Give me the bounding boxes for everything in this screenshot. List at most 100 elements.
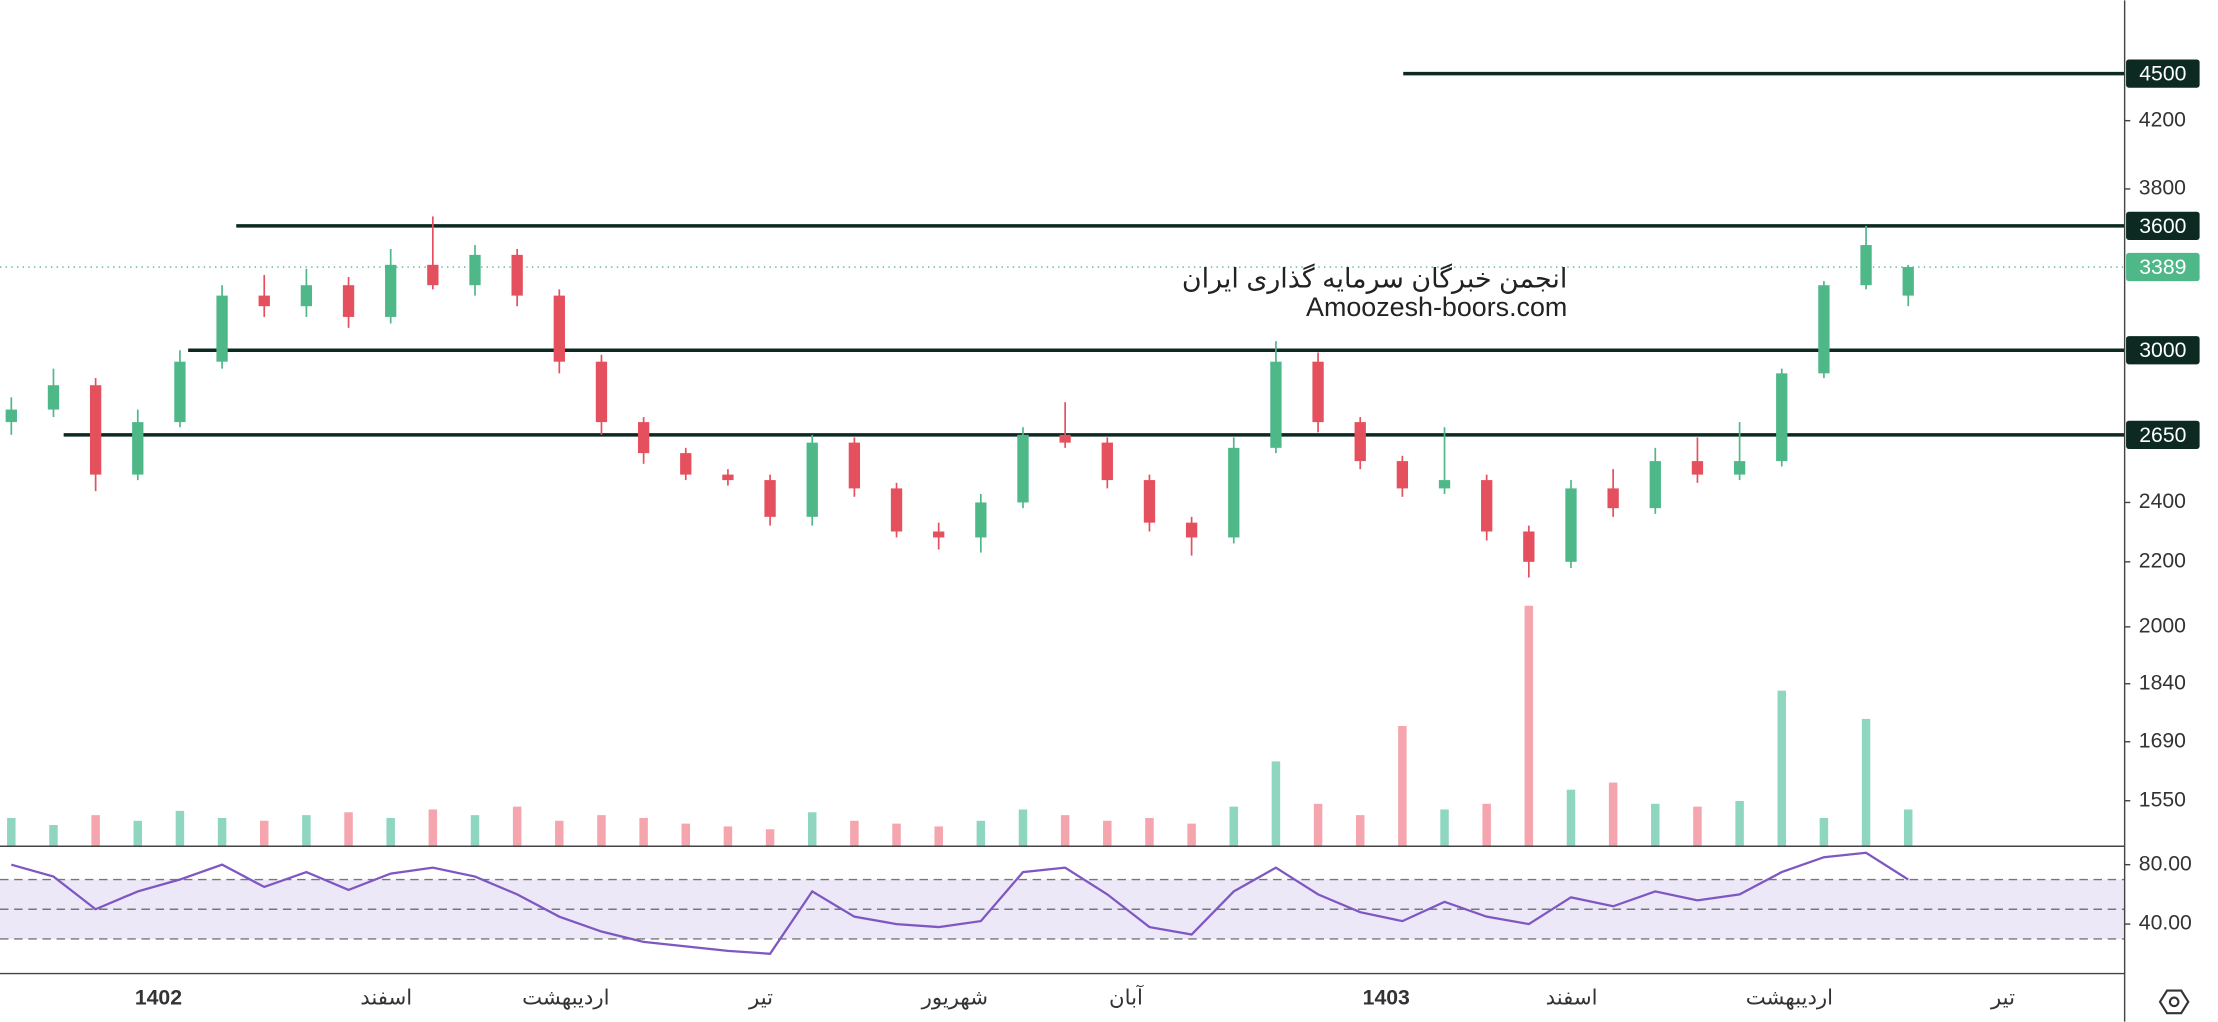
y-tick-label: 1550 [2139,788,2186,811]
candle-body [933,531,945,538]
candle-body [1185,522,1198,538]
volume-bar [1018,809,1028,847]
y-tick-label: 3800 [2139,177,2186,200]
candle-body [300,285,313,307]
candle-body [553,295,565,362]
level-label-box [2126,336,2200,365]
candle-body [848,442,861,489]
volume-bar [555,820,564,847]
candle-body [47,385,60,410]
level-label: 2650 [2139,424,2186,447]
y-tick-label: 2200 [2139,549,2186,572]
settings-icon[interactable] [2158,989,2190,1015]
volume-bar [302,815,311,847]
candle-body [385,264,397,317]
settings-icon-dot[interactable] [2168,996,2180,1008]
last-price-label: 3389 [2139,256,2186,279]
candle-body [511,254,523,296]
time-label: تیر [748,987,773,1010]
watermark: انجمن خبرگان سرمایه گذاری ایران [1182,263,1567,295]
time-label: 1403 [1363,987,1410,1010]
volume-bar [428,809,438,847]
candle-body [258,295,270,307]
candle-body [1776,373,1788,462]
volume-bar [934,826,943,847]
volume-bar [49,825,58,847]
time-label: تیر [1990,987,2015,1010]
time-label: آبان [1109,984,1144,1010]
volume-bar [217,817,227,847]
level-label: 4500 [2139,63,2186,86]
y-tick-label: 2400 [2139,490,2186,513]
volume-bar [1861,718,1871,847]
candle-body [1354,422,1366,462]
candle-body [1059,434,1071,443]
volume-bar [1145,817,1154,847]
candle-body [890,488,903,532]
candle-body [680,453,692,475]
rsi-tick-label: 40.00 [2139,912,2192,935]
candle-body [216,295,228,362]
candle-body [1607,488,1619,509]
candle-body [174,361,186,423]
candle-body [342,285,355,317]
candle-body [89,385,102,475]
settings-icon-shape[interactable] [2158,989,2190,1015]
candle-body [1396,461,1409,489]
candle-body [1818,285,1830,374]
y-tick-label: 1690 [2139,729,2186,752]
volume-bar [1440,809,1449,847]
candle-body [1481,480,1493,532]
level-label: 3600 [2139,215,2186,238]
y-tick-label: 1840 [2139,671,2186,694]
volume-bar [1398,726,1407,847]
level-label-box [2126,59,2200,88]
volume-bar [133,820,143,847]
candle-body [722,474,734,481]
volume-bar [386,817,395,847]
volume-bar [597,815,606,847]
y-tick-label: 4200 [2139,108,2186,131]
volume-bar [1819,817,1829,847]
candle-body [1017,434,1029,503]
candle-body [1565,488,1577,562]
volume-bar [1524,605,1534,847]
volume-bar [1271,761,1281,847]
volume-bar [1735,800,1744,847]
volume-bar [1608,782,1618,847]
volume-bar [850,820,859,847]
candle-body [1523,531,1535,562]
volume-bar [1229,806,1239,847]
volume-bar [91,815,100,847]
volume-bar [175,810,185,847]
candle-body [1143,480,1156,523]
volume-bar [259,820,269,847]
time-label: اردیبهشت [1746,987,1833,1010]
volume-bar [1187,823,1196,847]
candle-body [975,502,987,538]
volume-bar [344,812,353,847]
last-price-box [2126,252,2200,282]
candle-body [132,422,144,475]
candle-body [1860,245,1872,286]
level-label-box [2126,420,2200,450]
volume-bar [7,817,16,847]
candle-body [1228,447,1240,538]
candle-body [469,254,481,286]
time-label: شهریور [921,987,988,1010]
volume-bar [1903,809,1913,847]
rsi-tick-label: 80.00 [2139,852,2192,875]
candle-body [1101,442,1113,481]
volume-bar [807,812,817,847]
watermark: Amoozesh-boors.com [1306,292,1567,322]
volume-bar [470,815,480,847]
candle-body [1649,461,1661,509]
volume-bar [1693,806,1702,847]
time-label: اسفند [1546,987,1598,1010]
volume-bar [1566,789,1576,847]
time-label: اردیبهشت [522,987,609,1010]
time-label: اسفند [360,987,412,1010]
volume-bar [1060,815,1070,847]
